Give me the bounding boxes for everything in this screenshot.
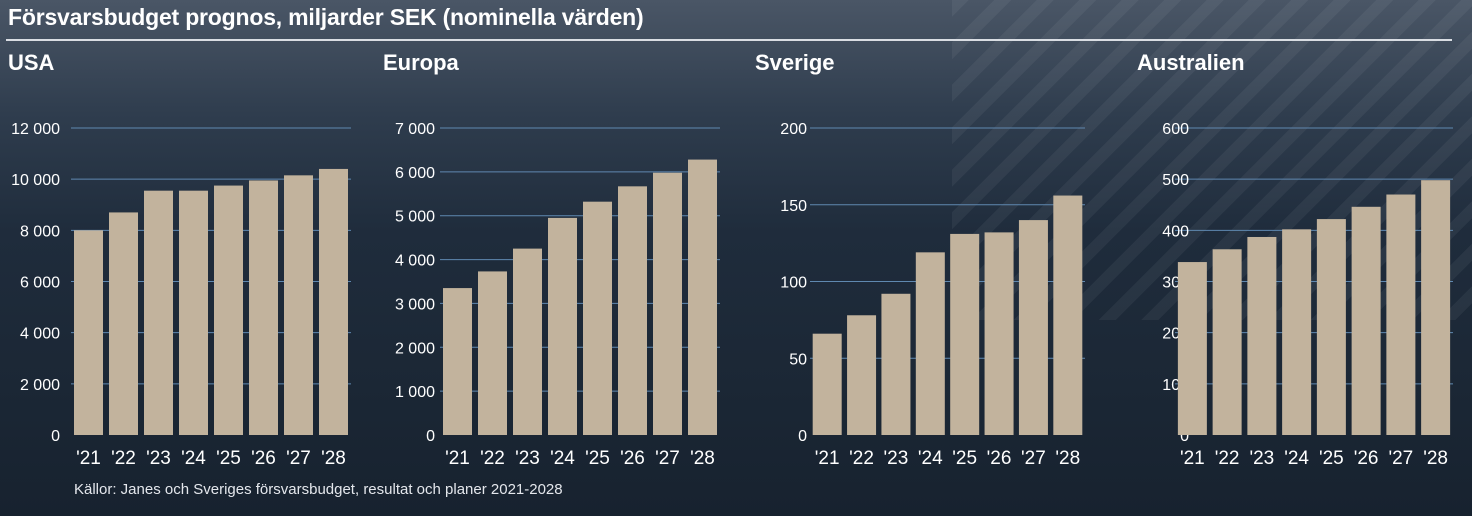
bar-sverige-4 bbox=[950, 233, 980, 435]
x-tick-label-usa-7: '28 bbox=[321, 448, 346, 469]
y-tick-label-australien-5: 500 bbox=[1162, 172, 1189, 189]
bar-europa-5 bbox=[618, 186, 647, 435]
bar-europa-6 bbox=[653, 172, 682, 435]
y-tick-label-sverige-4: 200 bbox=[780, 121, 807, 138]
panel-title-australien: Australien bbox=[1137, 50, 1245, 75]
y-tick-label-usa-0: 0 bbox=[51, 428, 60, 445]
bar-sverige-6 bbox=[1018, 220, 1048, 435]
y-tick-label-australien-4: 400 bbox=[1162, 223, 1189, 240]
x-tick-label-europa-2: '23 bbox=[515, 448, 540, 469]
y-tick-label-sverige-0: 0 bbox=[798, 428, 807, 445]
y-tick-label-europa-2: 2 000 bbox=[395, 340, 435, 357]
x-tick-label-usa-3: '24 bbox=[181, 448, 206, 469]
bar-australien-6 bbox=[1386, 194, 1416, 435]
bar-sverige-7 bbox=[1053, 195, 1083, 435]
y-tick-label-europa-3: 3 000 bbox=[395, 296, 435, 313]
x-tick-label-europa-0: '21 bbox=[445, 448, 470, 469]
bar-usa-7 bbox=[319, 168, 348, 435]
y-tick-label-sverige-2: 100 bbox=[780, 275, 807, 292]
y-tick-label-sverige-1: 50 bbox=[789, 351, 807, 368]
x-tick-label-sverige-2: '23 bbox=[884, 448, 909, 469]
x-tick-label-usa-0: '21 bbox=[76, 448, 101, 469]
bar-europa-3 bbox=[548, 217, 577, 435]
x-tick-label-australien-5: '26 bbox=[1354, 448, 1379, 469]
x-tick-label-europa-1: '22 bbox=[480, 448, 505, 469]
y-tick-label-usa-2: 4 000 bbox=[20, 326, 60, 343]
bar-europa-2 bbox=[513, 248, 542, 435]
x-tick-label-europa-3: '24 bbox=[550, 448, 575, 469]
source-note: Källor: Janes och Sveriges försvarsbudge… bbox=[74, 481, 563, 498]
x-tick-label-europa-5: '26 bbox=[620, 448, 645, 469]
x-tick-label-sverige-1: '22 bbox=[849, 448, 874, 469]
x-tick-label-sverige-6: '27 bbox=[1021, 448, 1046, 469]
bar-usa-3 bbox=[179, 190, 208, 435]
y-tick-label-australien-0: 0 bbox=[1180, 428, 1189, 445]
y-tick-label-europa-1: 1 000 bbox=[395, 384, 435, 401]
panel-title-usa: USA bbox=[8, 50, 55, 75]
bar-usa-2 bbox=[144, 190, 173, 435]
bar-sverige-5 bbox=[984, 232, 1014, 435]
bar-sverige-3 bbox=[915, 252, 945, 435]
bar-australien-3 bbox=[1282, 229, 1312, 435]
bar-europa-1 bbox=[478, 271, 507, 435]
x-tick-label-europa-7: '28 bbox=[690, 448, 715, 469]
bar-usa-5 bbox=[249, 180, 278, 435]
x-tick-label-australien-0: '21 bbox=[1180, 448, 1205, 469]
y-tick-label-sverige-3: 150 bbox=[780, 198, 807, 215]
y-tick-label-usa-6: 12 000 bbox=[11, 121, 60, 138]
y-tick-label-europa-0: 0 bbox=[426, 428, 435, 445]
x-tick-label-usa-5: '26 bbox=[251, 448, 276, 469]
y-tick-label-australien-6: 600 bbox=[1162, 121, 1189, 138]
panel-title-sverige: Sverige bbox=[755, 50, 835, 75]
x-tick-label-usa-6: '27 bbox=[286, 448, 311, 469]
y-tick-label-usa-4: 8 000 bbox=[20, 223, 60, 240]
x-tick-label-australien-7: '28 bbox=[1423, 448, 1448, 469]
bar-australien-5 bbox=[1351, 206, 1381, 435]
bar-europa-4 bbox=[583, 201, 612, 435]
x-tick-label-sverige-0: '21 bbox=[815, 448, 840, 469]
bar-usa-6 bbox=[284, 175, 313, 435]
bar-europa-7 bbox=[688, 159, 717, 435]
y-tick-label-europa-5: 5 000 bbox=[395, 209, 435, 226]
bar-australien-7 bbox=[1421, 180, 1451, 435]
x-tick-label-europa-4: '25 bbox=[585, 448, 610, 469]
x-tick-label-usa-2: '23 bbox=[146, 448, 171, 469]
bar-usa-0 bbox=[74, 230, 103, 435]
bar-australien-0 bbox=[1177, 262, 1207, 435]
x-tick-label-australien-6: '27 bbox=[1388, 448, 1413, 469]
x-tick-label-australien-2: '23 bbox=[1249, 448, 1274, 469]
bar-sverige-2 bbox=[881, 293, 911, 435]
x-tick-label-australien-1: '22 bbox=[1215, 448, 1240, 469]
x-tick-label-usa-1: '22 bbox=[111, 448, 136, 469]
y-tick-label-usa-5: 10 000 bbox=[11, 172, 60, 189]
title-divider bbox=[6, 39, 1452, 41]
panel-title-europa: Europa bbox=[383, 50, 459, 75]
x-tick-label-europa-6: '27 bbox=[655, 448, 680, 469]
figure-title: Försvarsbudget prognos, miljarder SEK (n… bbox=[8, 4, 644, 30]
x-tick-label-sverige-7: '28 bbox=[1055, 448, 1080, 469]
y-tick-label-europa-6: 6 000 bbox=[395, 165, 435, 182]
y-tick-label-europa-4: 4 000 bbox=[395, 253, 435, 270]
x-tick-label-australien-4: '25 bbox=[1319, 448, 1344, 469]
x-tick-label-sverige-4: '25 bbox=[952, 448, 977, 469]
x-tick-label-usa-4: '25 bbox=[216, 448, 241, 469]
x-tick-label-australien-3: '24 bbox=[1284, 448, 1309, 469]
bar-australien-4 bbox=[1316, 219, 1346, 435]
y-tick-label-usa-3: 6 000 bbox=[20, 275, 60, 292]
bar-sverige-1 bbox=[847, 315, 877, 435]
bar-usa-4 bbox=[214, 185, 243, 435]
x-tick-label-sverige-5: '26 bbox=[987, 448, 1012, 469]
bar-europa-0 bbox=[443, 288, 472, 435]
y-tick-label-europa-7: 7 000 bbox=[395, 121, 435, 138]
bar-australien-1 bbox=[1212, 249, 1242, 435]
bar-sverige-0 bbox=[812, 333, 842, 435]
x-tick-label-sverige-3: '24 bbox=[918, 448, 943, 469]
y-tick-label-usa-1: 2 000 bbox=[20, 377, 60, 394]
bar-usa-1 bbox=[109, 212, 138, 435]
bar-australien-2 bbox=[1247, 236, 1277, 435]
